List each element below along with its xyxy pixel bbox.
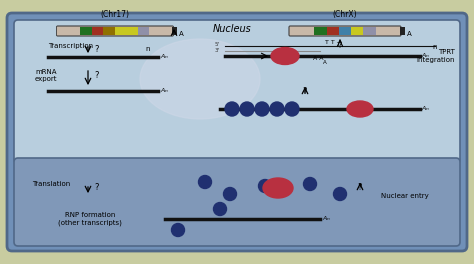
Text: Transcription: Transcription: [48, 43, 93, 49]
Circle shape: [334, 187, 346, 200]
Circle shape: [213, 202, 227, 215]
Bar: [290, 27, 302, 35]
Text: ?: ?: [358, 183, 362, 192]
Bar: [149, 27, 161, 35]
Bar: [81, 27, 92, 35]
Text: RNP formation
(other transcripts): RNP formation (other transcripts): [58, 212, 122, 226]
Text: $A_n$: $A_n$: [322, 215, 331, 223]
Text: T: T: [337, 43, 340, 48]
Bar: [69, 27, 81, 35]
Circle shape: [172, 224, 184, 237]
Text: n: n: [146, 46, 150, 52]
Text: T T: T T: [325, 40, 335, 45]
Bar: [400, 27, 405, 35]
Text: ?: ?: [95, 72, 99, 81]
Text: $A_n$: $A_n$: [421, 51, 430, 60]
Text: Nuclear entry: Nuclear entry: [381, 193, 429, 199]
Bar: [57, 27, 69, 35]
Bar: [103, 27, 115, 35]
Circle shape: [255, 102, 269, 116]
Circle shape: [303, 177, 317, 191]
Text: Nucleus: Nucleus: [213, 24, 251, 34]
Ellipse shape: [263, 178, 293, 198]
Text: A A: A A: [313, 56, 323, 62]
Text: $A_n$: $A_n$: [160, 87, 169, 96]
Text: ?: ?: [338, 40, 342, 50]
FancyBboxPatch shape: [56, 26, 173, 36]
Text: 3': 3': [215, 48, 220, 53]
Circle shape: [240, 102, 254, 116]
FancyBboxPatch shape: [289, 26, 401, 36]
Bar: [127, 27, 138, 35]
Bar: [314, 27, 327, 35]
Text: ?: ?: [95, 45, 99, 54]
Ellipse shape: [347, 101, 373, 117]
FancyBboxPatch shape: [7, 13, 467, 251]
Text: Translation: Translation: [32, 181, 70, 187]
Bar: [115, 27, 127, 35]
Text: n: n: [433, 44, 437, 50]
Text: A: A: [407, 31, 412, 37]
Text: A: A: [323, 59, 327, 64]
Circle shape: [270, 102, 284, 116]
Text: (ChrX): (ChrX): [333, 10, 357, 19]
Text: $A_n$: $A_n$: [421, 105, 430, 114]
Text: ?: ?: [95, 183, 99, 192]
Circle shape: [258, 180, 272, 192]
Circle shape: [224, 187, 237, 200]
Text: A: A: [179, 31, 184, 37]
Bar: [339, 27, 351, 35]
Bar: [138, 27, 149, 35]
Bar: [302, 27, 314, 35]
Bar: [327, 27, 339, 35]
Ellipse shape: [271, 48, 299, 64]
Bar: [375, 27, 388, 35]
Ellipse shape: [140, 39, 260, 119]
Text: ?: ?: [303, 87, 307, 97]
Bar: [351, 27, 364, 35]
Circle shape: [199, 176, 211, 188]
Text: TPRT
Integration: TPRT Integration: [417, 49, 455, 63]
Bar: [161, 27, 173, 35]
Text: 5': 5': [215, 43, 220, 48]
Circle shape: [285, 102, 299, 116]
Bar: [172, 27, 177, 35]
Circle shape: [225, 102, 239, 116]
Bar: [388, 27, 400, 35]
Bar: [92, 27, 103, 35]
Bar: [364, 27, 375, 35]
Text: mRNA
export: mRNA export: [35, 69, 57, 82]
Text: (Chr17): (Chr17): [100, 10, 129, 19]
Text: $A_n$: $A_n$: [160, 53, 169, 62]
FancyBboxPatch shape: [14, 20, 460, 163]
FancyBboxPatch shape: [14, 158, 460, 246]
